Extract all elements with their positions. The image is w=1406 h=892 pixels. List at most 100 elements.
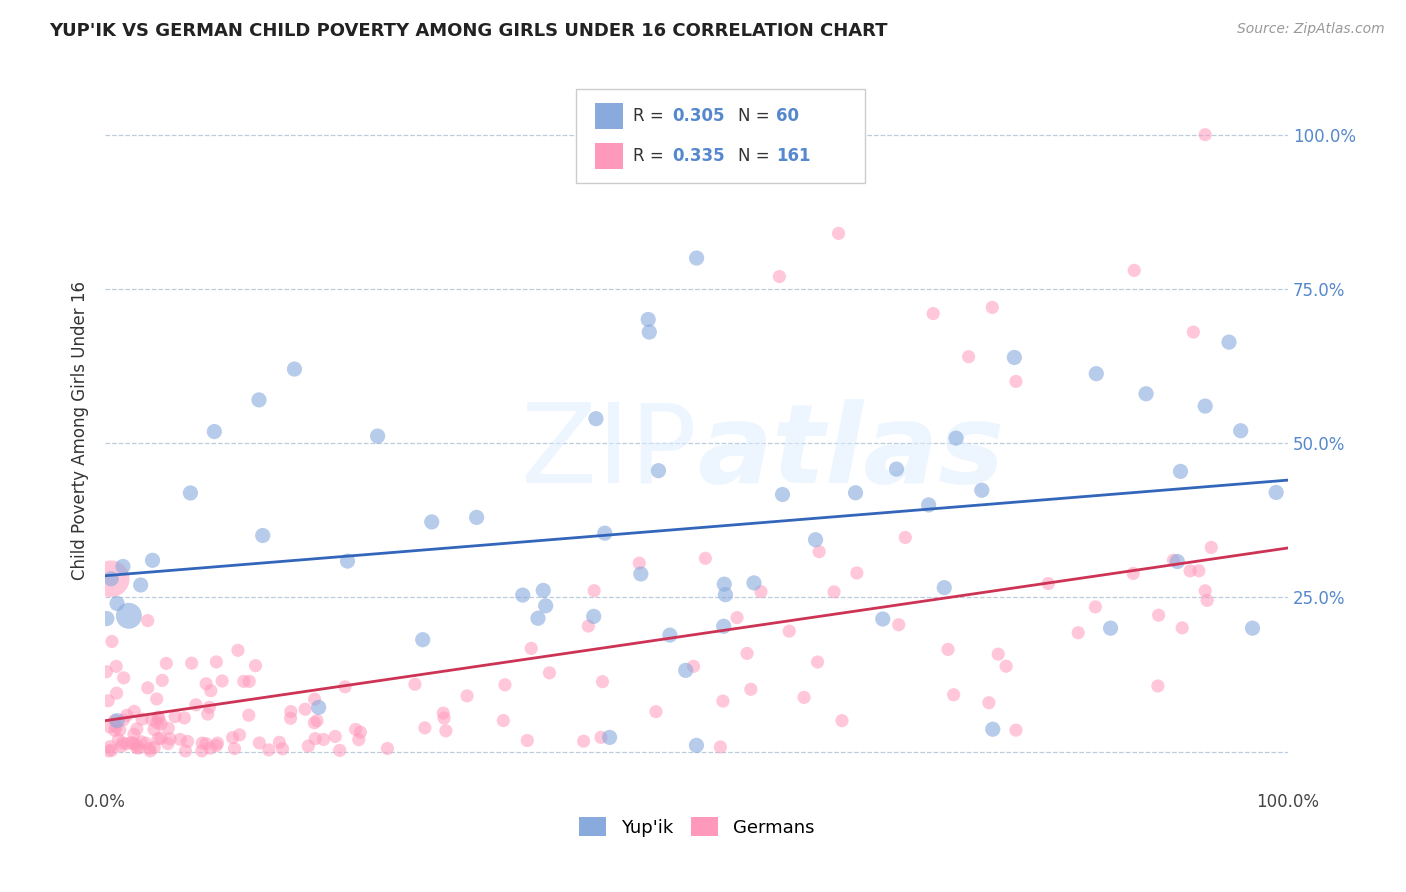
Text: R =: R = bbox=[633, 107, 669, 125]
Point bbox=[308, 700, 330, 714]
Point bbox=[512, 588, 534, 602]
Legend: Yup'ik, Germans: Yup'ik, Germans bbox=[572, 810, 821, 844]
Point bbox=[981, 301, 1004, 315]
Point bbox=[1188, 564, 1211, 578]
Point bbox=[658, 628, 681, 642]
Point bbox=[682, 659, 704, 673]
Point bbox=[150, 717, 173, 731]
Point bbox=[711, 694, 734, 708]
Point bbox=[100, 572, 122, 586]
Text: 0.305: 0.305 bbox=[672, 107, 724, 125]
Point bbox=[823, 585, 845, 599]
Point bbox=[146, 715, 169, 730]
Point bbox=[129, 735, 152, 749]
Point bbox=[1005, 375, 1028, 389]
Point bbox=[121, 735, 143, 749]
Point bbox=[191, 744, 214, 758]
Point bbox=[934, 581, 956, 595]
Point bbox=[98, 739, 121, 754]
Point bbox=[108, 723, 131, 737]
Point bbox=[520, 641, 543, 656]
Point bbox=[156, 737, 179, 751]
Point bbox=[1135, 386, 1157, 401]
Point bbox=[1084, 599, 1107, 614]
Point bbox=[492, 714, 515, 728]
Point bbox=[742, 575, 765, 590]
Text: R =: R = bbox=[633, 147, 669, 165]
Point bbox=[105, 597, 128, 611]
Point bbox=[105, 659, 128, 673]
Point bbox=[995, 659, 1018, 673]
Point bbox=[125, 738, 148, 752]
Point bbox=[628, 556, 651, 570]
Point bbox=[195, 737, 218, 751]
Point bbox=[329, 743, 352, 757]
Point bbox=[238, 674, 260, 689]
Text: Source: ZipAtlas.com: Source: ZipAtlas.com bbox=[1237, 22, 1385, 37]
Point bbox=[420, 515, 443, 529]
Point bbox=[245, 658, 267, 673]
Point bbox=[205, 655, 228, 669]
Point bbox=[638, 325, 661, 339]
Point bbox=[768, 269, 790, 284]
Text: N =: N = bbox=[738, 147, 775, 165]
Point bbox=[845, 566, 868, 580]
Point bbox=[200, 683, 222, 698]
Point bbox=[129, 578, 152, 592]
Point bbox=[312, 732, 335, 747]
Point bbox=[297, 739, 319, 753]
Point bbox=[1099, 621, 1122, 635]
Point bbox=[252, 528, 274, 542]
Point bbox=[576, 619, 599, 633]
Point bbox=[349, 725, 371, 739]
Point bbox=[377, 741, 399, 756]
Point bbox=[125, 722, 148, 736]
Point bbox=[844, 485, 866, 500]
Point bbox=[981, 722, 1004, 736]
Point bbox=[645, 705, 668, 719]
Point bbox=[987, 647, 1010, 661]
Point bbox=[1194, 399, 1216, 413]
Point bbox=[122, 727, 145, 741]
Point bbox=[1067, 625, 1090, 640]
Point bbox=[111, 559, 134, 574]
Point bbox=[96, 665, 118, 679]
Point bbox=[191, 736, 214, 750]
Point bbox=[1123, 263, 1146, 277]
Point bbox=[709, 739, 731, 754]
Point bbox=[808, 544, 831, 558]
Point bbox=[1005, 723, 1028, 738]
Text: ZIP: ZIP bbox=[520, 399, 696, 506]
Point bbox=[97, 694, 120, 708]
Text: 0.335: 0.335 bbox=[672, 147, 724, 165]
Point bbox=[180, 657, 202, 671]
Point bbox=[105, 686, 128, 700]
Point bbox=[1038, 576, 1060, 591]
Point bbox=[1147, 679, 1170, 693]
Point bbox=[347, 732, 370, 747]
Point bbox=[304, 731, 326, 746]
Point bbox=[599, 731, 621, 745]
Point bbox=[685, 739, 707, 753]
Point bbox=[141, 713, 163, 727]
Point bbox=[1241, 621, 1264, 635]
Point bbox=[238, 708, 260, 723]
Point bbox=[112, 671, 135, 685]
Point bbox=[344, 723, 367, 737]
Point bbox=[713, 577, 735, 591]
Point bbox=[97, 744, 120, 758]
Point bbox=[1197, 593, 1219, 607]
Point bbox=[143, 723, 166, 737]
Point bbox=[367, 429, 389, 443]
Point bbox=[122, 704, 145, 718]
Point bbox=[413, 721, 436, 735]
Point bbox=[202, 425, 225, 439]
Point bbox=[141, 553, 163, 567]
Point bbox=[527, 611, 550, 625]
Point bbox=[1166, 554, 1188, 568]
Point bbox=[494, 678, 516, 692]
Point bbox=[174, 744, 197, 758]
Point bbox=[1171, 621, 1194, 635]
Point bbox=[647, 464, 669, 478]
Point bbox=[184, 698, 207, 712]
